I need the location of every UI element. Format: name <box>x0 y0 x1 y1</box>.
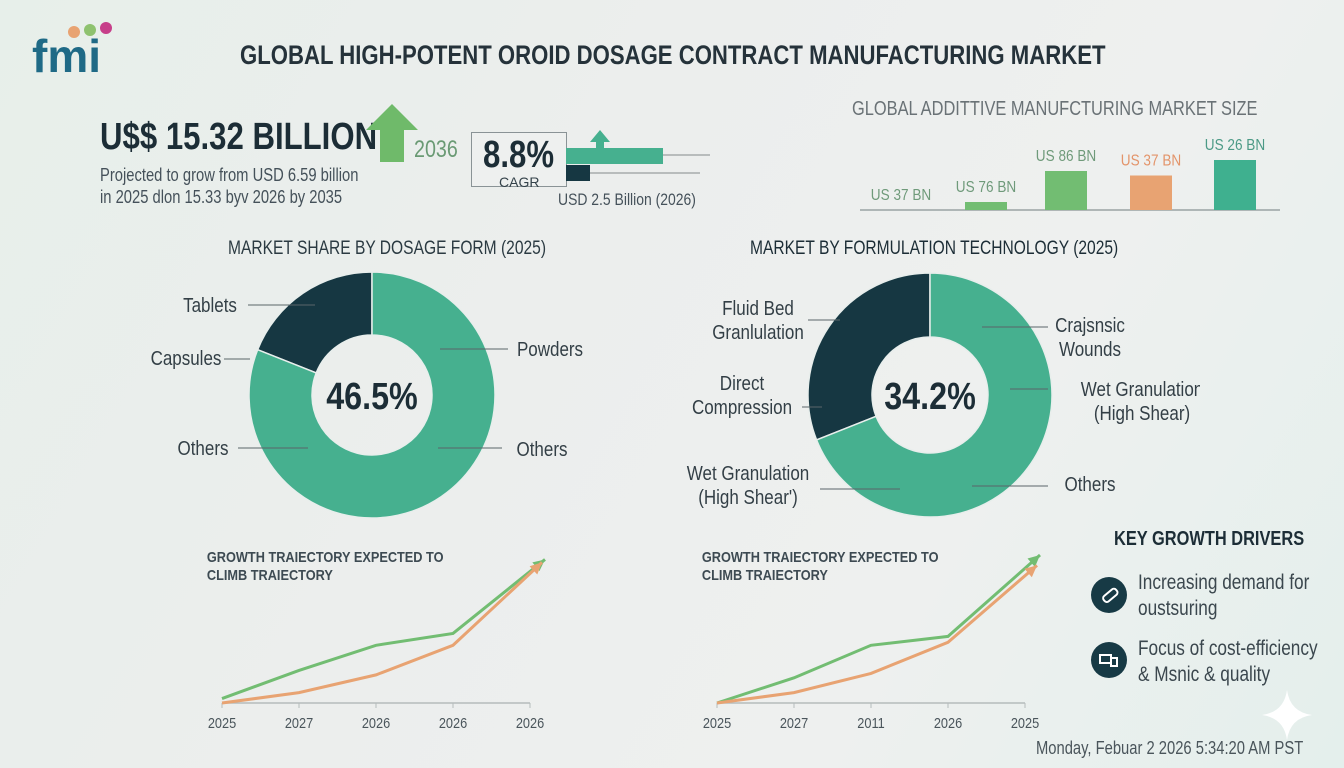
series-line <box>716 553 1041 705</box>
projection-text: Projected to grow from USD 6.59 billion i… <box>100 165 359 207</box>
donut-label: Capsules <box>151 347 222 370</box>
arrow-head <box>1024 565 1037 578</box>
cagr-bars <box>566 130 710 181</box>
bar-label: US 37 BN <box>871 187 931 204</box>
datetime: Monday, Febuar 2 2026 5:34:20 AM PST <box>1036 738 1304 758</box>
bar <box>1130 175 1172 210</box>
bar-label: US 26 BN <box>1205 137 1265 154</box>
x-tick-label: 2026 <box>934 714 963 731</box>
x-tick-label: 2025 <box>703 714 732 731</box>
donut-label: Direct Compression <box>692 372 792 419</box>
series-line <box>221 561 544 705</box>
bar-chart-title: GLOBAL ADDITTIVE MANUFCTURING MARKET SIZ… <box>852 98 1258 120</box>
line-chart-right: GROWTH TRAIECTORY EXPECTED TO CLIMB TRAIE… <box>702 548 1041 731</box>
donut-label: Others <box>178 437 229 460</box>
fmi-logo: fmi <box>30 20 150 85</box>
drivers-title: KEY GROWTH DRIVERS <box>1114 528 1305 550</box>
cagr-value: 8.8% <box>483 134 555 176</box>
arrow-head <box>529 562 542 575</box>
line-chart-title: GROWTH TRAIECTORY EXPECTED TO CLIMB TRAIE… <box>702 548 939 583</box>
usd-note: USD 2.5 Billion (2026) <box>558 190 696 209</box>
x-tick-label: 2026 <box>516 714 545 731</box>
x-tick-label: 2027 <box>780 714 809 731</box>
donut-label: Tablets <box>183 294 237 317</box>
bar <box>965 202 1007 210</box>
bar-label: US 37 BN <box>1121 153 1181 170</box>
donut2-title: MARKET BY FORMULATION TECHNOLOGY (2025) <box>750 238 1119 259</box>
donut-label: Wet Granulation (High Shear') <box>687 462 809 509</box>
svg-text:fmi: fmi <box>32 30 101 80</box>
driver-2: Focus of cost-efficiency & Msnic & qualit… <box>1138 637 1318 686</box>
sparkle-icon <box>1262 690 1312 740</box>
x-tick-label: 2026 <box>439 714 468 731</box>
donut-center-label: 46.5% <box>326 376 418 418</box>
bar <box>1214 160 1256 210</box>
series-line <box>716 564 1038 705</box>
market-value: U$$ 15.32 BILLION <box>100 116 378 158</box>
truck-icon <box>1091 642 1127 678</box>
up-arrow-icon <box>366 104 418 162</box>
x-tick-label: 2025 <box>1011 714 1040 731</box>
donut-label: Others <box>517 438 568 461</box>
cagr-box <box>471 132 567 187</box>
donut1-title: MARKET SHARE BY DOSAGE FORM (2025) <box>228 238 547 259</box>
donut-label: Fluid Bed Granlulation <box>712 297 804 344</box>
donut-label: Powders <box>517 338 583 361</box>
donut-label: Others <box>1065 473 1116 496</box>
arrow-head <box>1027 555 1040 567</box>
donut-center-label: 34.2% <box>884 376 976 418</box>
donut-label: Crajsnsic Wounds <box>1055 314 1125 361</box>
series-line <box>221 558 546 700</box>
x-tick-label: 2027 <box>285 714 314 731</box>
driver-1: Increasing demand for oustsuring <box>1138 571 1310 620</box>
donut-label: Wet Granulation (High Shear) <box>1081 378 1200 425</box>
line-chart-left: GROWTH TRAIECTORY EXPECTED TO CLIMB TRAIE… <box>207 548 546 731</box>
donut-slice <box>815 272 1053 518</box>
cagr-label: CAGR <box>499 174 540 190</box>
pill-icon <box>1091 577 1127 613</box>
x-tick-label: 2025 <box>208 714 237 731</box>
line-chart-title: GROWTH TRAIECTORY EXPECTED TO CLIMB TRAIE… <box>207 548 444 583</box>
donut-chart-dosage: 46.5% Tablets Capsules Others Powders Others <box>151 271 583 519</box>
bar-chart: US 37 BN US 76 BN US 86 BN US 37 BN US 26 BN <box>860 137 1280 211</box>
x-tick-label: 2011 <box>857 714 885 731</box>
donut-slice <box>807 272 931 441</box>
x-tick-label: 2026 <box>362 714 391 731</box>
bar-label: US 86 BN <box>1036 148 1096 165</box>
donut-chart-formulation: 34.2% Fluid Bed Granlulation Direct Compress… <box>687 272 1200 518</box>
bar-label: US 76 BN <box>956 179 1016 196</box>
donut-slice <box>248 271 496 519</box>
target-year: 2036 <box>414 136 458 163</box>
page-title: GLOBAL HIGH-POTENT OROID DOSAGE CONTRACT… <box>240 40 1106 70</box>
bar <box>1045 171 1087 210</box>
